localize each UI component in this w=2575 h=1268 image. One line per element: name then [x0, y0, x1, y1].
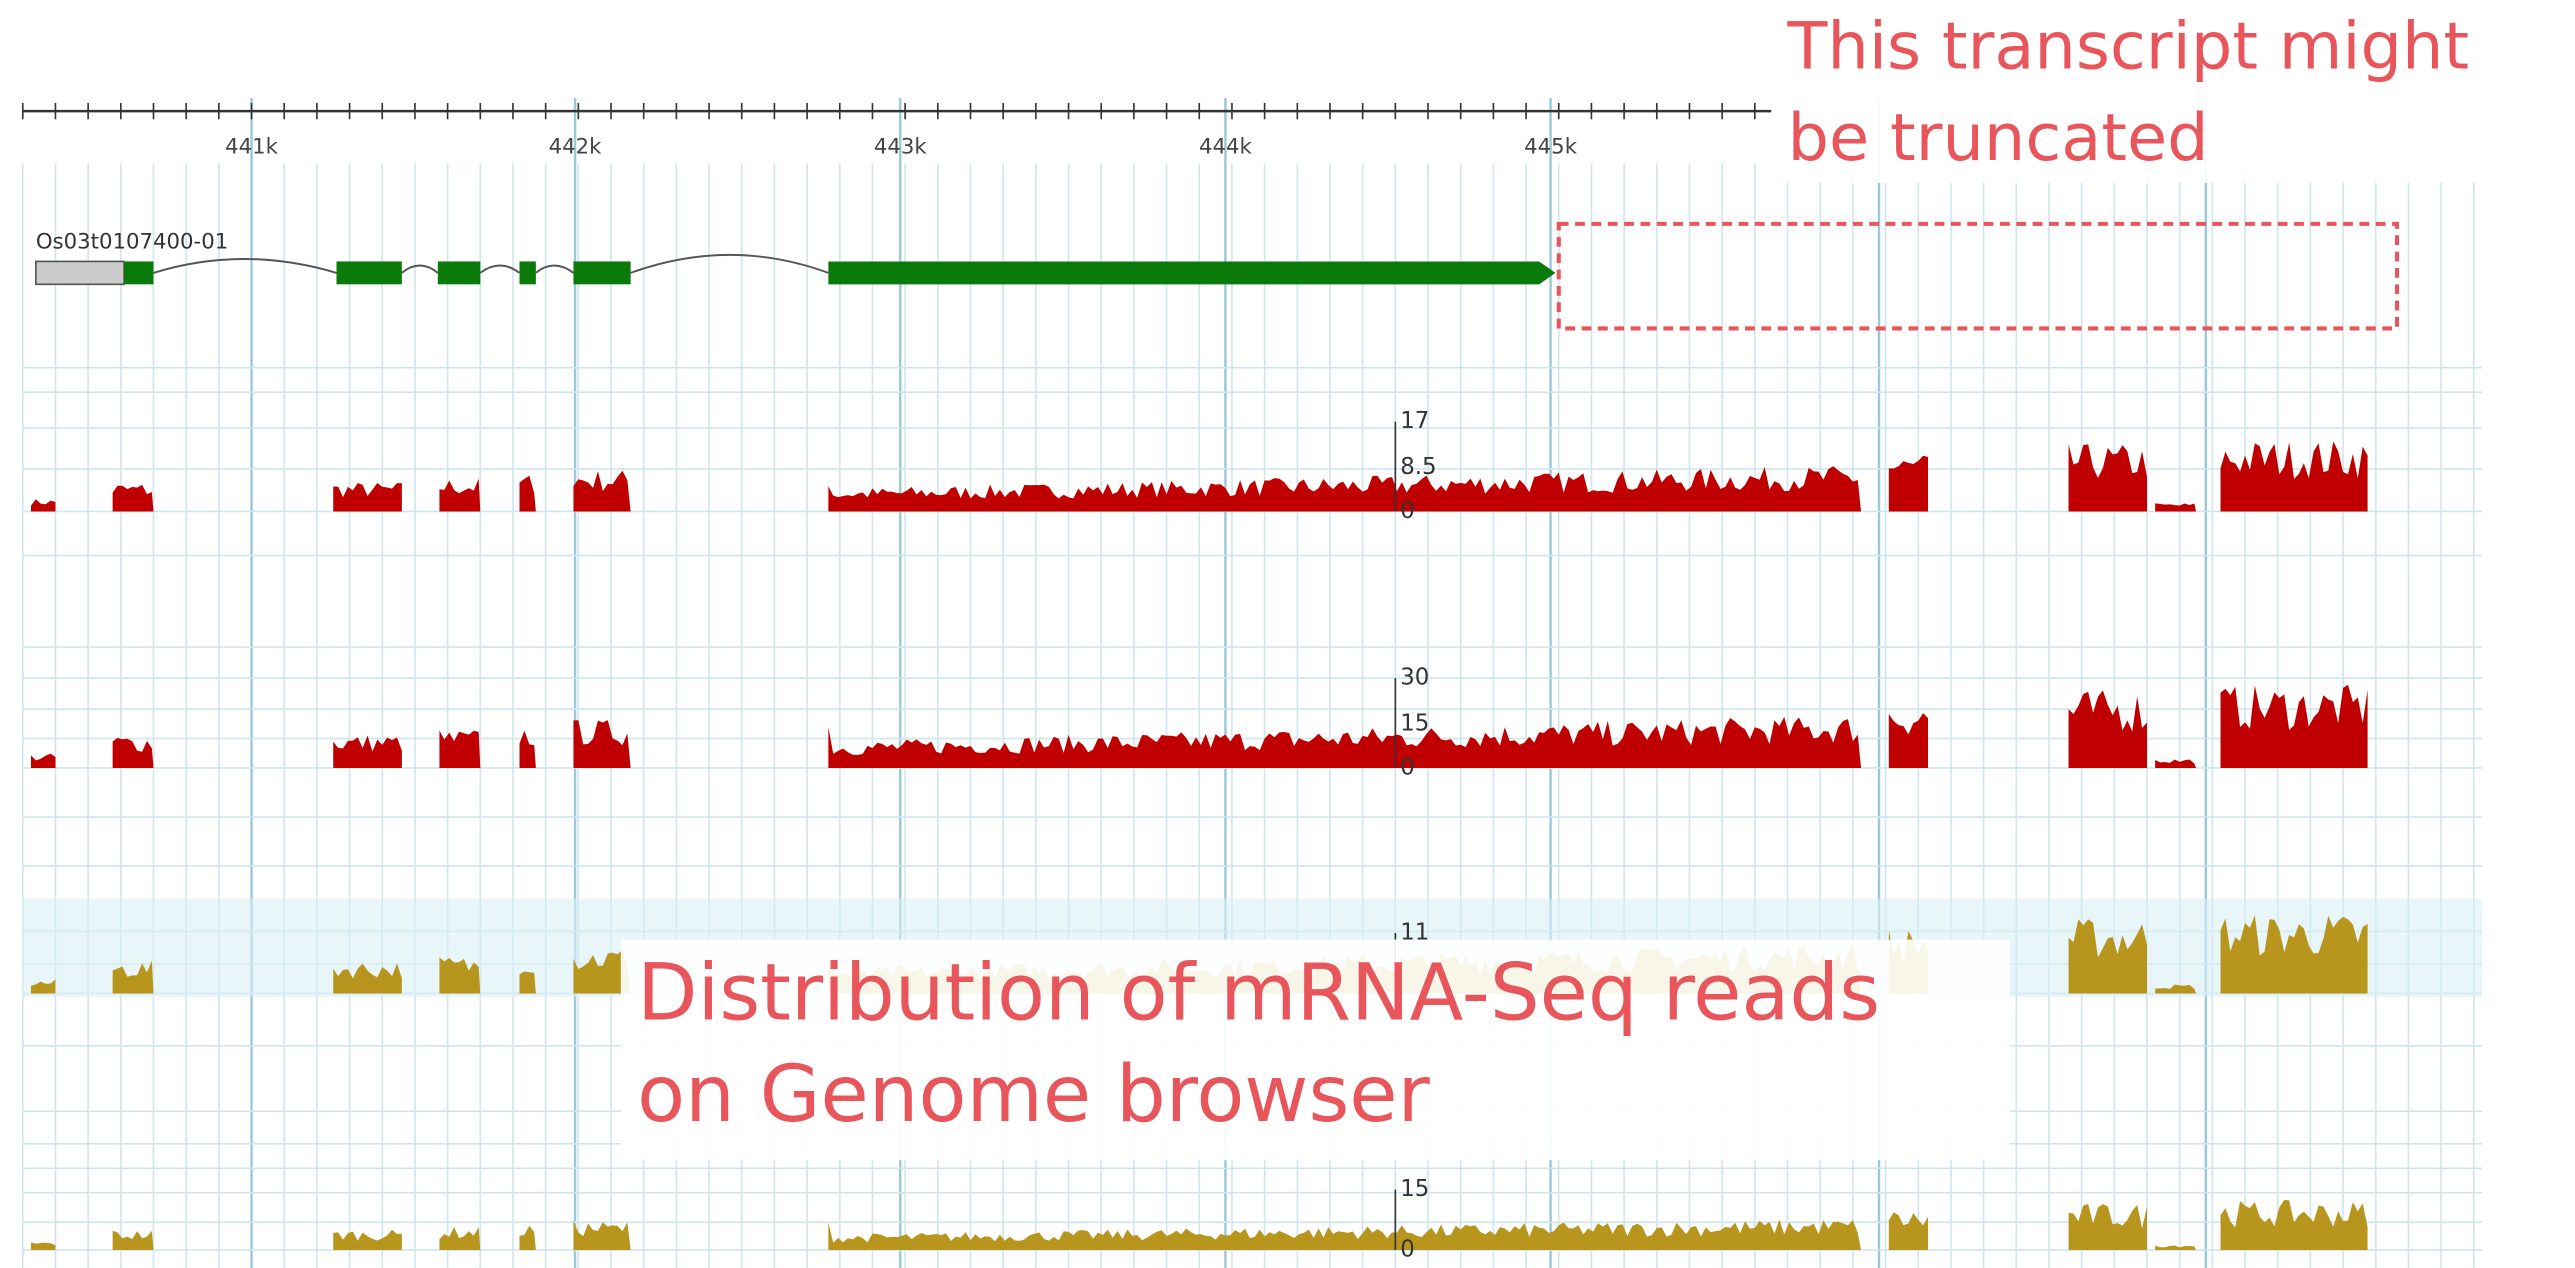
coverage [439, 957, 481, 994]
coverage [2220, 1200, 2368, 1251]
coverage [2155, 759, 2197, 768]
coverage [112, 960, 154, 994]
coverage [519, 1225, 536, 1251]
coverage [573, 470, 631, 512]
utr [35, 260, 125, 286]
coverage [30, 979, 56, 994]
coverage [439, 730, 481, 768]
scale-label: 15 [1400, 710, 1429, 736]
coverage [573, 1220, 631, 1251]
coverage [2068, 1204, 2147, 1251]
coverage [828, 1219, 1862, 1251]
ruler: 441k 442k 443k 444k 445k [21, 102, 1772, 160]
scale-label: 8.5 [1400, 454, 1436, 480]
scale-label: 15 [1400, 1176, 1429, 1202]
gene-name: Os03t0107400-01 [36, 229, 228, 254]
annotation-text: be truncated [1788, 100, 2209, 176]
coverage [519, 730, 536, 768]
ruler-label: 443k [874, 135, 928, 160]
scale-label: 30 [1400, 665, 1429, 691]
coverage [30, 499, 56, 512]
ruler-label: 445k [1524, 135, 1578, 160]
truncation-box [1556, 221, 2400, 331]
coverage [2068, 919, 2147, 994]
scale-label: 17 [1400, 408, 1429, 434]
annotation-text: This transcript might [1787, 9, 2470, 85]
coverage [112, 484, 154, 512]
coverage [2068, 690, 2147, 768]
coverage [2155, 984, 2197, 994]
coverage [333, 735, 402, 768]
exon [124, 261, 154, 285]
coverage [828, 466, 1862, 512]
coverage [112, 737, 154, 768]
coverage [333, 482, 402, 512]
annotation-background [1774, 0, 2569, 184]
coverage [573, 720, 631, 768]
intron [153, 254, 829, 274]
annotation-text: Distribution of mRNA-Seq reads [637, 948, 1880, 1039]
coverage [519, 971, 536, 994]
ruler-label: 442k [549, 135, 603, 160]
scale-label: 0 [1400, 1237, 1415, 1263]
coverage [1888, 455, 1929, 512]
coverage [519, 475, 536, 512]
coverage [2155, 503, 2197, 512]
ruler-label: 441k [225, 135, 279, 160]
exon [573, 261, 631, 285]
annotation-background [620, 939, 2010, 1161]
exon [437, 261, 481, 285]
coverage [2068, 443, 2147, 512]
coverage [30, 1242, 56, 1251]
coverage [333, 963, 402, 994]
coverage [2220, 684, 2368, 768]
coverage [439, 1227, 481, 1251]
gene-model: Os03t0107400-01 [35, 229, 1556, 286]
ruler-label: 444k [1199, 135, 1253, 160]
coverage [1888, 1212, 1929, 1251]
coverage [439, 478, 481, 512]
coverage [333, 1229, 402, 1251]
coverage [30, 753, 56, 768]
scale-label: 0 [1400, 498, 1415, 524]
coverage [2220, 441, 2368, 512]
coverage [2155, 1245, 2197, 1251]
scale-label: 0 [1400, 755, 1415, 781]
coverage [828, 716, 1862, 768]
exon [828, 261, 1556, 285]
coverage [573, 949, 631, 994]
exon [519, 261, 536, 285]
coverage [1888, 713, 1929, 768]
coverage [2220, 915, 2368, 994]
exon [336, 261, 402, 285]
coverage [112, 1230, 154, 1251]
annotation-text: on Genome browser [637, 1049, 1430, 1140]
